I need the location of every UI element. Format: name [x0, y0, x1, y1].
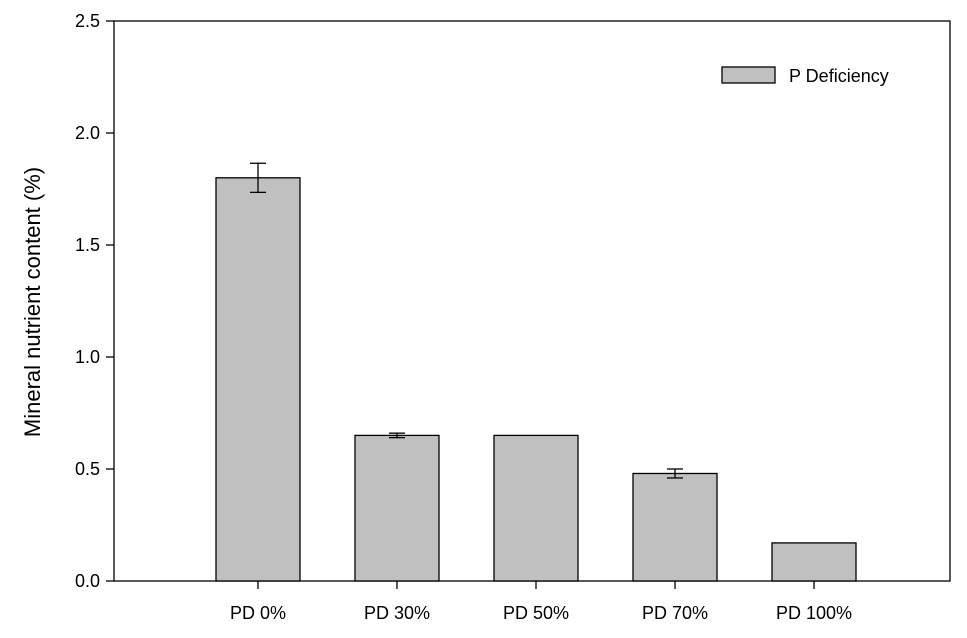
legend-label: P Deficiency	[789, 66, 889, 86]
x-tick-label: PD 50%	[503, 603, 569, 623]
error-bar	[667, 468, 683, 479]
y-tick-label: 1.5	[75, 235, 100, 255]
error-bar	[250, 162, 266, 194]
x-axis-ticks: PD 0% PD 30% PD 50% PD 70% PD 100%	[230, 581, 852, 623]
y-axis-ticks: 0.0 0.5 1.0 1.5 2.0 2.5	[75, 11, 114, 591]
x-tick-label: PD 0%	[230, 603, 286, 623]
x-tick-label: PD 70%	[642, 603, 708, 623]
y-tick-label: 2.5	[75, 11, 100, 31]
bar-pd-50-	[493, 434, 579, 582]
y-tick-label: 0.0	[75, 571, 100, 591]
legend-swatch	[721, 66, 776, 84]
bar-pd-70-	[632, 472, 718, 582]
error-bar	[389, 432, 405, 439]
error-bars	[250, 162, 683, 479]
x-tick-label: PD 100%	[776, 603, 852, 623]
y-tick-label: 0.5	[75, 459, 100, 479]
bar-pd-0-	[215, 177, 301, 582]
legend: P Deficiency	[721, 66, 889, 86]
y-tick-label: 2.0	[75, 123, 100, 143]
y-axis-title: Mineral nutrient content (%)	[20, 167, 45, 437]
bar-pd-100-	[771, 542, 857, 582]
y-tick-label: 1.0	[75, 347, 100, 367]
bar-pd-30-	[354, 434, 440, 582]
x-tick-label: PD 30%	[364, 603, 430, 623]
bars	[215, 177, 857, 582]
